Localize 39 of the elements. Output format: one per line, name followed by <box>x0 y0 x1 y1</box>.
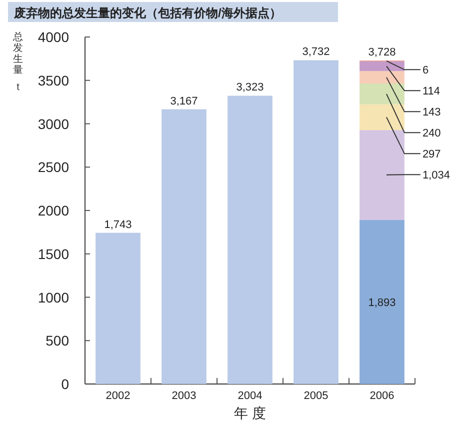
x-tick-label: 2002 <box>106 390 130 402</box>
data-label: 6 <box>422 64 429 77</box>
bar <box>162 109 206 384</box>
bar <box>228 96 272 384</box>
total-label: 3,728 <box>368 46 396 59</box>
bar <box>360 130 404 220</box>
data-label: 143 <box>422 106 441 119</box>
bar <box>294 60 338 384</box>
data-label: 114 <box>422 86 440 98</box>
x-tick-label: 2006 <box>370 390 394 402</box>
data-label: 1,034 <box>422 170 450 182</box>
x-axis-title: 年 度 <box>234 405 266 421</box>
y-tick-label: 2500 <box>38 159 70 176</box>
x-tick-label: 2003 <box>172 390 196 402</box>
data-label: 1,893 <box>368 296 396 309</box>
data-label: 297 <box>422 148 441 161</box>
y-tick-label: 1500 <box>38 246 70 262</box>
x-tick-label: 2005 <box>304 390 328 402</box>
chart-title: 废弃物的总发生量的变化（包括有价物/海外据点） <box>13 6 282 20</box>
bar <box>96 232 140 384</box>
bar <box>360 61 404 72</box>
bar <box>360 84 404 104</box>
y-tick-label: 2000 <box>38 202 70 218</box>
y-tick-label: 3000 <box>38 116 70 132</box>
total-label: 3,167 <box>170 95 198 108</box>
total-label: 3,732 <box>302 46 330 58</box>
y-tick-label: 3500 <box>38 72 70 88</box>
x-tick-label: 2004 <box>238 390 262 402</box>
bar <box>360 71 404 84</box>
bar <box>360 104 404 130</box>
y-tick-label: 1000 <box>38 289 70 306</box>
total-label: 3,323 <box>236 82 264 94</box>
y-tick-label: 0 <box>61 376 70 392</box>
y-axis-title: 总发生量 t <box>12 31 23 93</box>
y-tick-label: 500 <box>46 332 70 349</box>
total-label: 1,743 <box>104 218 132 231</box>
bar <box>360 220 404 384</box>
y-tick-label: 4000 <box>38 29 70 45</box>
data-label: 240 <box>422 128 441 140</box>
